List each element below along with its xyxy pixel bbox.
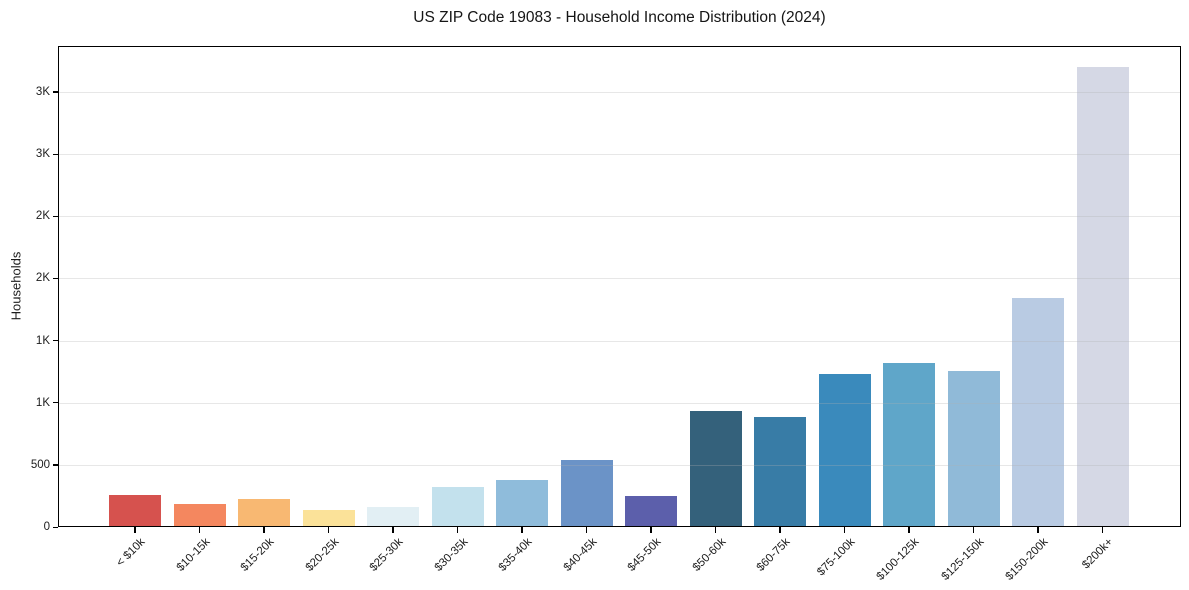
x-tick-label: $50-60k [690, 536, 728, 574]
x-tick-label: $10-15k [174, 536, 212, 574]
x-tick-mark [650, 527, 652, 533]
gridline-y-500 [58, 464, 1181, 466]
x-tick-mark [1101, 527, 1104, 533]
bar-$50-60k [689, 410, 742, 527]
x-tick-mark [714, 527, 717, 533]
y-tick-mark [53, 277, 58, 280]
gridline-y-1500 [58, 340, 1181, 342]
x-tick-mark [521, 527, 523, 533]
y-tick-label: 1K [35, 396, 50, 409]
y-tick-label: 2K [35, 272, 50, 285]
bar-$75-100k [818, 374, 871, 527]
bar-$10-15k [173, 504, 226, 527]
x-tick-mark [843, 527, 846, 533]
x-tick-mark [456, 527, 459, 533]
y-tick-mark [53, 91, 58, 93]
bar-$125-150k [947, 371, 1000, 527]
x-tick-mark [908, 527, 910, 533]
bar-$30-35k [431, 487, 484, 527]
bar-$150-200k [1012, 298, 1064, 527]
y-tick-mark [53, 215, 58, 217]
x-tick-mark [972, 527, 975, 533]
x-tick-label: $20-25k [303, 536, 341, 574]
gridline-y-1000 [58, 402, 1181, 404]
bar-$45-50k [625, 495, 677, 527]
x-tick-label: $125-150k [939, 536, 986, 583]
x-tick-label: $60-75k [754, 536, 793, 574]
x-tick-label: $35-40k [496, 536, 535, 574]
y-tick-label: 1K [35, 334, 50, 347]
gridline-y-3500 [58, 91, 1181, 93]
x-tick-label: < $10k [114, 536, 148, 570]
y-tick-label: 3K [35, 85, 50, 98]
y-tick-label: 0 [43, 521, 50, 533]
x-tick-mark [198, 527, 201, 533]
y-tick-mark [53, 402, 58, 404]
bar-$25-30k [367, 506, 419, 527]
x-tick-mark [134, 527, 136, 533]
y-axis-title: Households [8, 251, 24, 321]
x-tick-label: $150-200k [1003, 536, 1051, 583]
y-tick-label: 500 [30, 458, 50, 471]
x-tick-label: $25-30k [367, 536, 406, 574]
x-tick-label: $200k+ [1079, 536, 1115, 572]
y-tick-mark [53, 153, 58, 155]
x-tick-mark [779, 527, 781, 533]
x-tick-mark [392, 527, 394, 533]
y-tick-label: 3K [35, 148, 50, 161]
x-tick-label: $30-35k [432, 536, 470, 574]
chart-title: US ZIP Code 19083 - Household Income Dis… [413, 9, 826, 26]
x-tick-mark [263, 527, 265, 533]
x-tick-mark [327, 527, 330, 533]
gridline-y-3000 [58, 154, 1181, 156]
y-tick-mark [53, 340, 58, 342]
x-tick-label: $75-100k [814, 536, 857, 579]
y-tick-label: 2K [35, 210, 50, 223]
bar-$15-20k [238, 499, 290, 527]
y-tick-mark [53, 464, 58, 466]
plot-area [58, 46, 1181, 527]
x-tick-label: $40-45k [561, 536, 599, 574]
gridline-y-2500 [58, 216, 1181, 218]
bar-< $10k [109, 495, 161, 527]
bar-$200k+ [1076, 67, 1129, 527]
x-tick-mark [1037, 527, 1039, 533]
bar-$20-25k [302, 509, 355, 527]
bar-$40-45k [560, 459, 613, 527]
bar-$100-125k [883, 362, 935, 527]
x-tick-mark [585, 527, 588, 533]
bar-$60-75k [754, 417, 806, 527]
x-tick-label: $15-20k [238, 536, 277, 574]
x-tick-label: $100-125k [874, 536, 922, 583]
y-tick-mark [53, 526, 58, 528]
x-tick-label: $45-50k [625, 536, 664, 574]
gridline-y-2000 [58, 278, 1181, 280]
bar-$35-40k [496, 480, 548, 527]
